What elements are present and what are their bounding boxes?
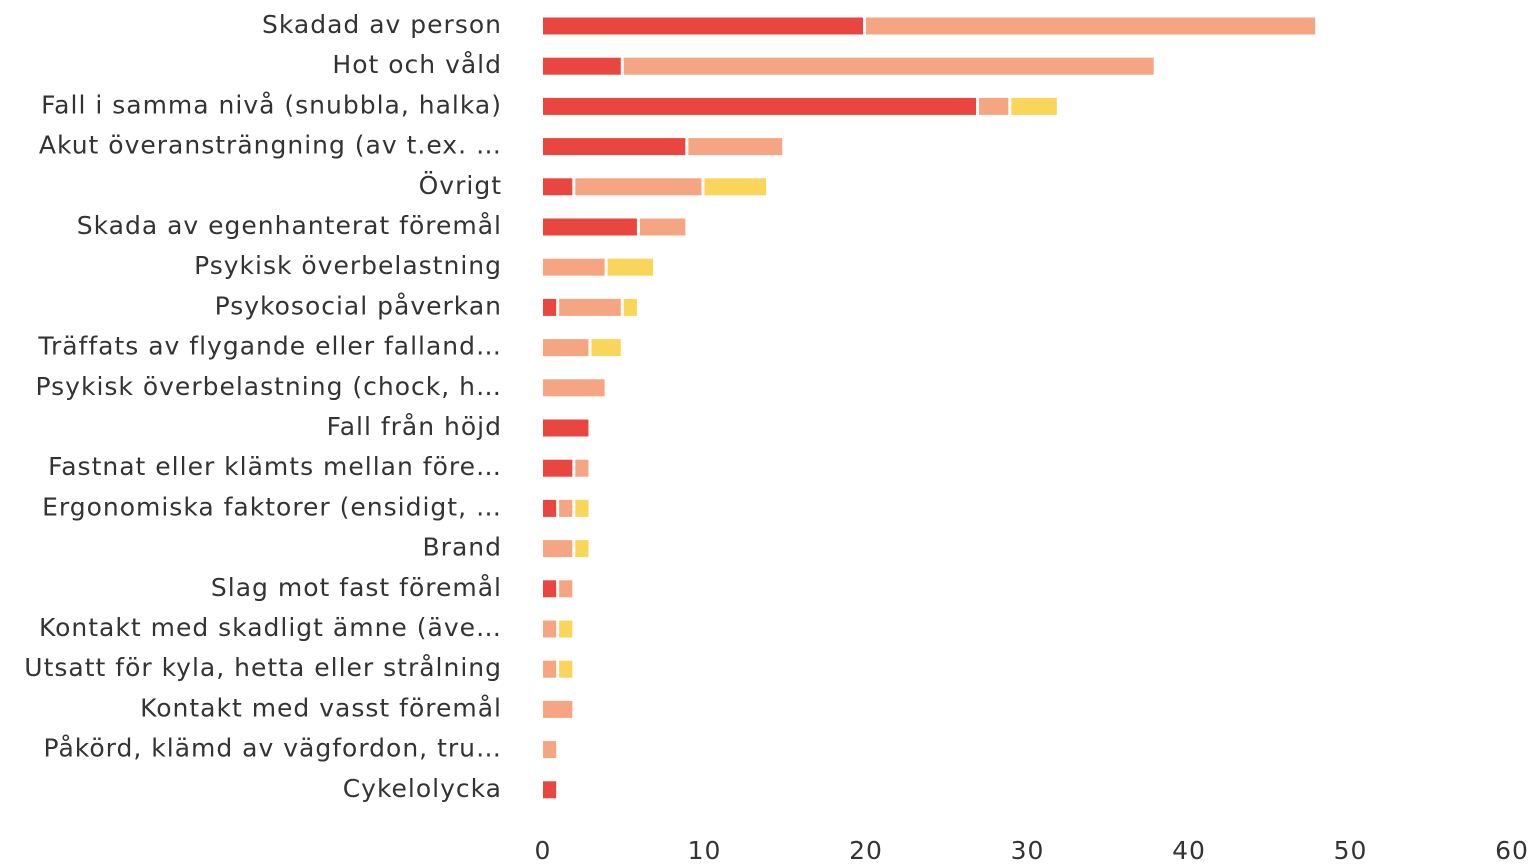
bar-segment — [543, 540, 573, 558]
bar-segment — [623, 57, 1154, 75]
y-tick-label: Hot och våld — [332, 50, 502, 79]
bar-segment — [559, 620, 573, 638]
y-tick-label: Akut överansträngning (av t.ex. … — [39, 131, 502, 160]
x-tick-label: 50 — [1334, 836, 1368, 865]
bar-segment — [543, 258, 605, 276]
bar-segment — [575, 540, 589, 558]
bar-segment — [543, 499, 557, 517]
y-tick-label: Cykelolycka — [343, 774, 502, 803]
bar-segment — [559, 660, 573, 678]
bar-segment — [543, 741, 557, 759]
y-tick-label: Brand — [423, 533, 502, 562]
x-tick-label: 30 — [1011, 836, 1045, 865]
bar-segment — [543, 298, 557, 316]
x-tick-label: 10 — [688, 836, 722, 865]
bar-segment — [688, 138, 783, 156]
bar-segment — [543, 57, 621, 75]
bar-segment — [543, 459, 573, 477]
y-tick-label: Påkörd, klämd av vägfordon, tru… — [44, 734, 502, 763]
bar-segment — [575, 499, 589, 517]
bar-segment — [543, 660, 557, 678]
bar-segment — [591, 339, 621, 357]
y-tick-label: Kontakt med vasst föremål — [140, 693, 502, 722]
x-tick-label: 40 — [1172, 836, 1206, 865]
bar-segment — [543, 138, 686, 156]
bar-segment — [575, 178, 702, 196]
y-tick-label: Psykisk överbelastning — [194, 251, 502, 280]
y-tick-label: Psykisk överbelastning (chock, h… — [36, 372, 502, 401]
bar-segment — [543, 97, 977, 115]
y-tick-label: Kontakt med skadligt ämne (äve… — [39, 613, 502, 642]
bar-segment — [543, 17, 863, 35]
y-tick-label: Skada av egenhanterat föremål — [77, 211, 502, 240]
bar-segment — [639, 218, 686, 236]
bar-segment — [543, 580, 557, 598]
bar-segment — [559, 298, 621, 316]
y-tick-label: Ergonomiska faktorer (ensidigt, … — [42, 492, 502, 521]
y-tick-label: Övrigt — [419, 171, 502, 200]
bar-segment — [559, 580, 573, 598]
y-tick-label: Psykosocial påverkan — [215, 291, 502, 320]
bar-segment — [559, 499, 573, 517]
bar-segment — [543, 379, 605, 397]
bar-segment — [543, 218, 637, 236]
y-tick-label: Slag mot fast föremål — [211, 573, 502, 602]
bar-segment — [543, 620, 557, 638]
bar-segment — [704, 178, 767, 196]
y-tick-label: Skadad av person — [262, 10, 502, 39]
bar-segment — [543, 178, 573, 196]
bar-segment — [543, 781, 557, 799]
bar-segment — [575, 459, 589, 477]
x-tick-label: 60 — [1495, 836, 1529, 865]
bar-segment — [543, 700, 573, 718]
bar-segment — [1011, 97, 1057, 115]
bar-segment — [543, 419, 589, 437]
y-tick-label: Utsatt för kyla, hetta eller strålning — [24, 653, 502, 682]
bar-segment — [543, 339, 589, 357]
bar-segment — [607, 258, 654, 276]
y-tick-label: Fall i samma nivå (snubbla, halka) — [41, 90, 502, 119]
y-tick-label: Fall från höjd — [327, 412, 502, 441]
x-tick-label: 20 — [849, 836, 883, 865]
y-tick-label: Fastnat eller klämts mellan före… — [48, 452, 502, 481]
y-tick-label: Träffats av flygande eller falland… — [37, 332, 502, 361]
bar-segment — [623, 298, 637, 316]
bar-segment — [979, 97, 1009, 115]
x-tick-label: 0 — [535, 836, 552, 865]
bar-segment — [866, 17, 1316, 35]
